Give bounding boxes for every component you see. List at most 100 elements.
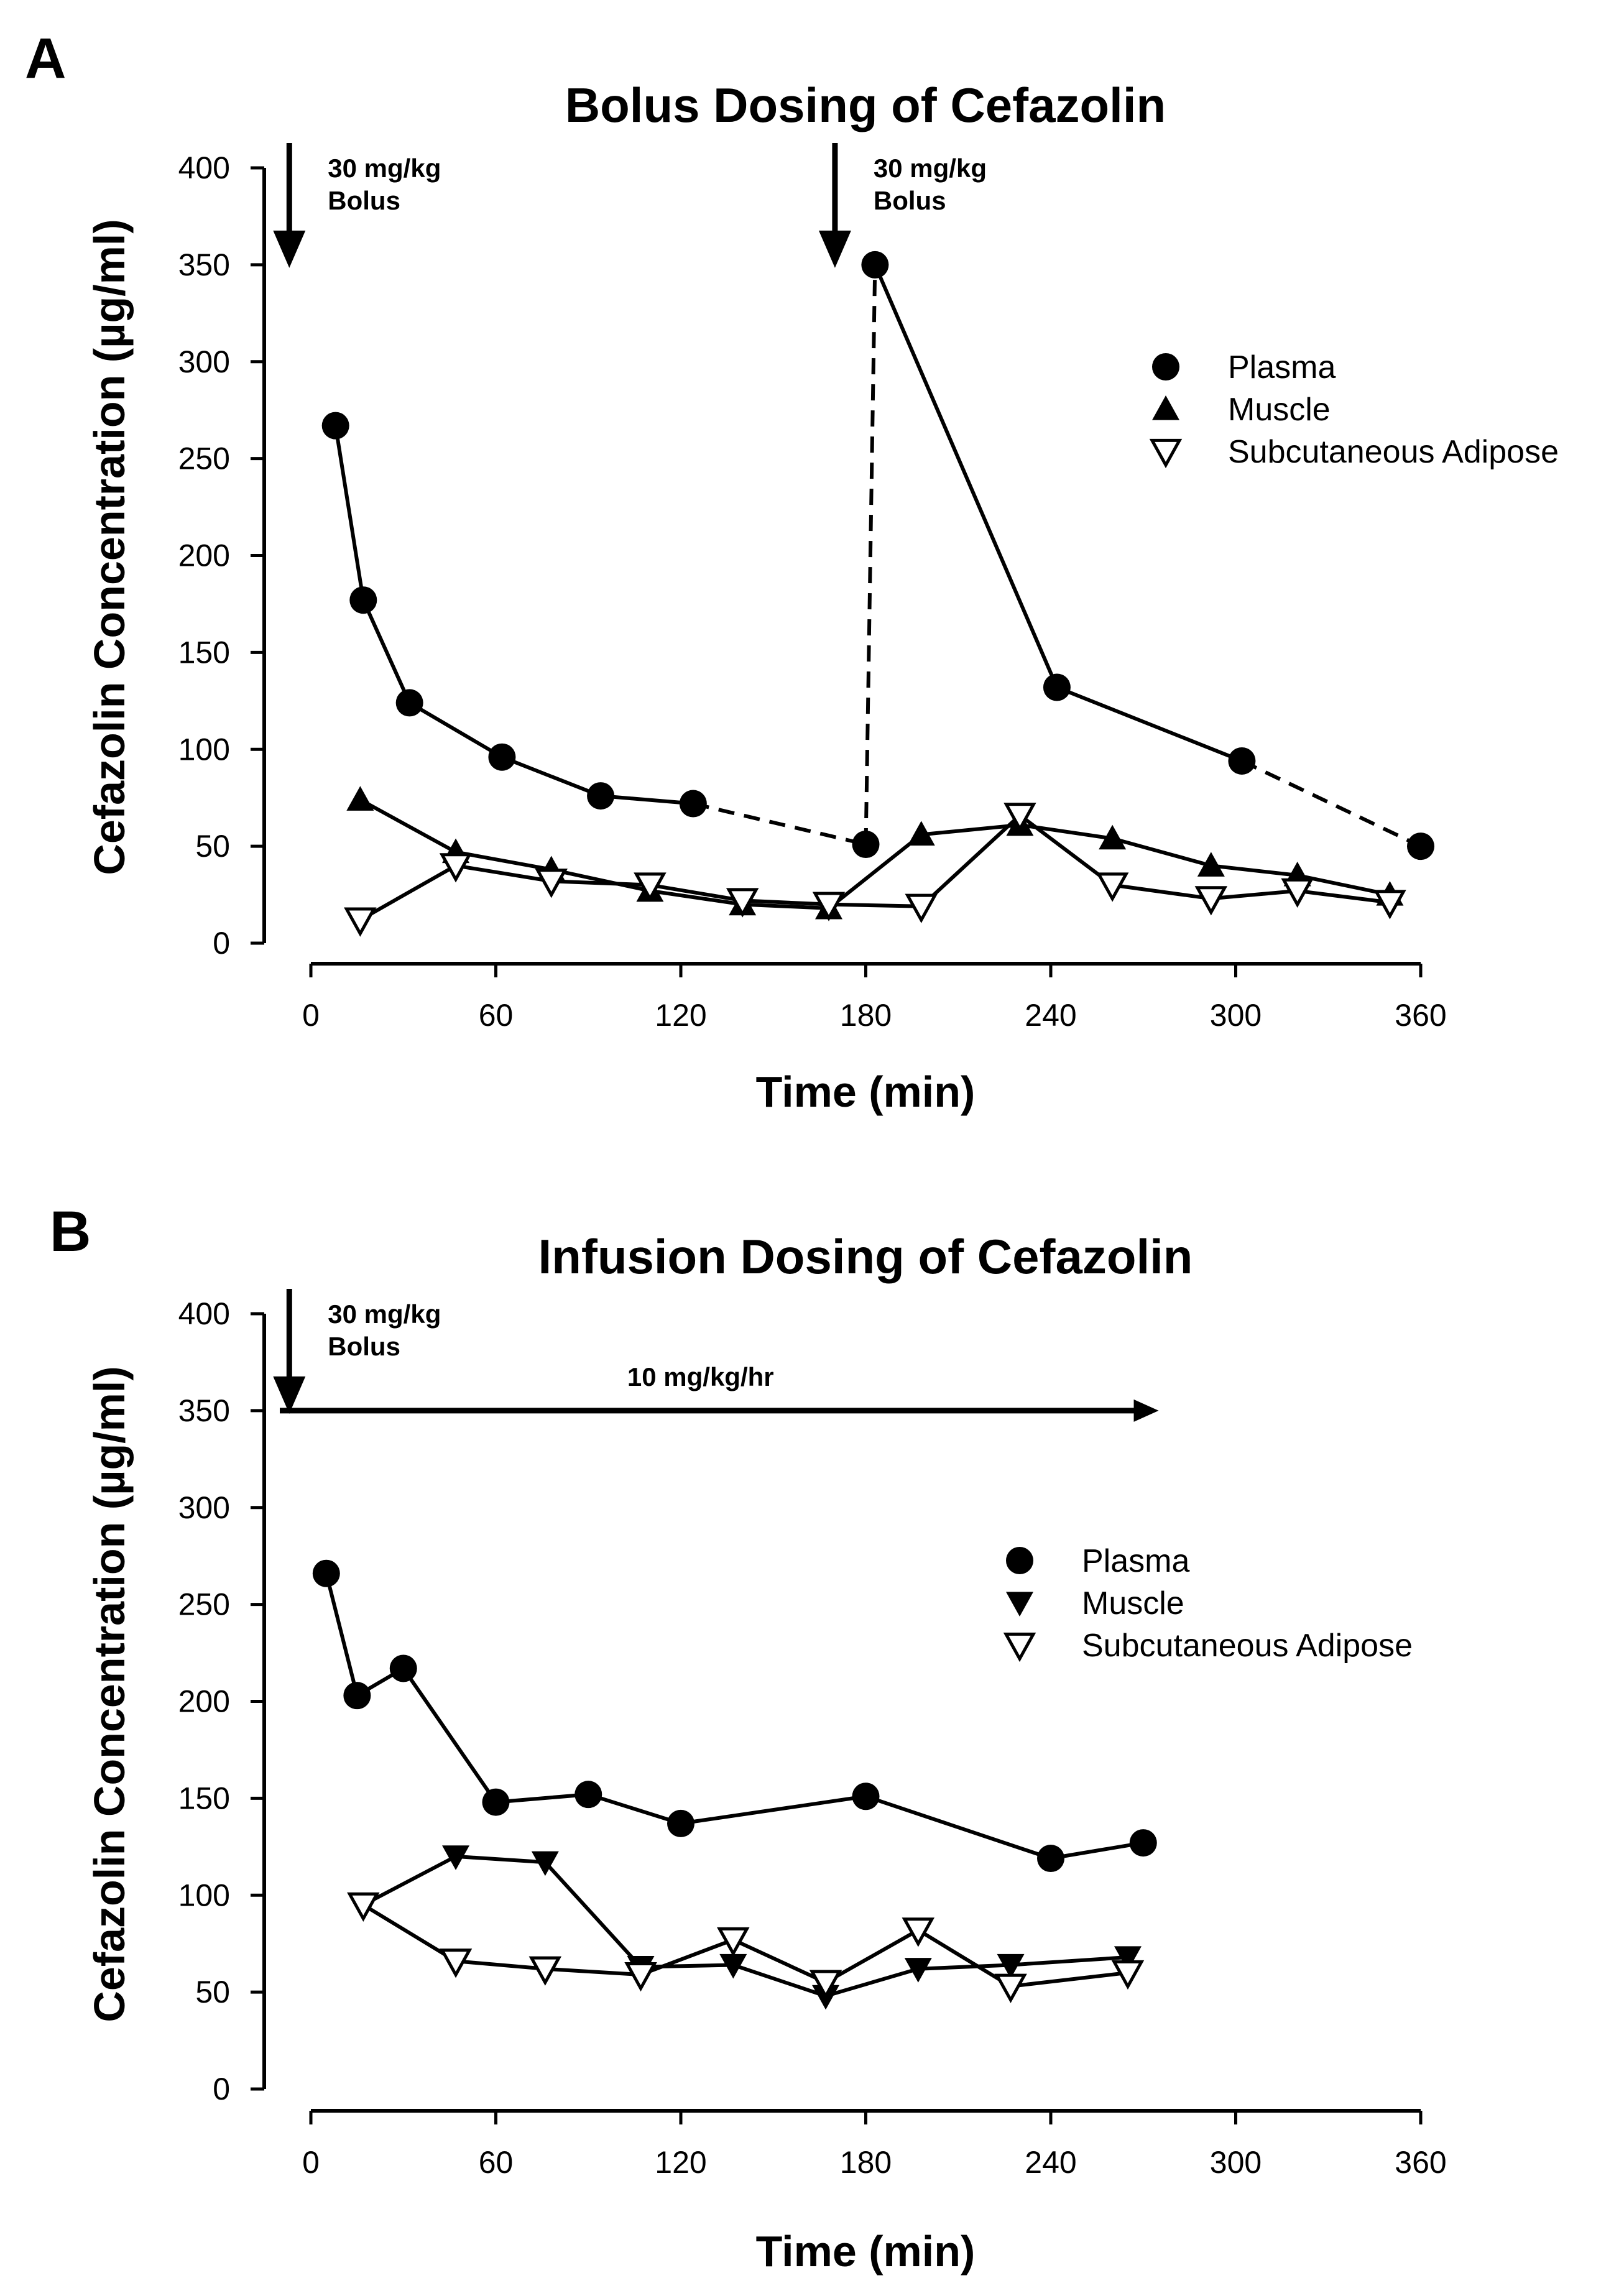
panel-a-x-tick-label: 240 bbox=[1025, 998, 1076, 1033]
panel-b-muscle-line-segment bbox=[362, 1855, 457, 1907]
panel-b-x-tick-label: 240 bbox=[1025, 2145, 1076, 2180]
panel-b-legend-subcutaneous-adipose-marker bbox=[1003, 1632, 1036, 1663]
panel-a-legend-subcutaneous-adipose-label: Subcutaneous Adipose bbox=[1228, 434, 1559, 470]
panel-b-y-axis-label: Cefazolin Concentration (µg/ml) bbox=[85, 1366, 134, 2022]
panel-b-plasma-point bbox=[389, 1654, 417, 1682]
panel-a-plot: 0 50 100 150 200 250 300 350 400 0 60 120 180 240 300 3… bbox=[178, 143, 1559, 1033]
panel-b-muscle-line-segment bbox=[825, 1967, 919, 1998]
panel-b-y-tick-label: 50 bbox=[195, 1975, 230, 2009]
panel-b-x-tick-label: 300 bbox=[1210, 2145, 1262, 2180]
panel-a-subcutaneous-adipose-line-segment bbox=[551, 879, 650, 887]
panel-b-subcutaneous-adipose-line-segment bbox=[1010, 1970, 1128, 1988]
panel-b-muscle-point bbox=[442, 1845, 470, 1870]
panel-b-plasma-point bbox=[1129, 1829, 1157, 1857]
panel-a-plasma-point bbox=[852, 831, 880, 859]
panel-a-label: A bbox=[25, 27, 66, 90]
panel-a-y-tick-label: 200 bbox=[178, 538, 230, 573]
panel-a-plasma-point bbox=[395, 689, 423, 717]
panel-a-y-tick-label: 300 bbox=[178, 344, 230, 379]
panel-a-plasma-point bbox=[349, 586, 377, 614]
panel-a-plasma-line-segment bbox=[693, 801, 867, 846]
panel-a-legend-muscle-label: Muscle bbox=[1228, 392, 1331, 428]
panel-a-subcutaneous-adipose-point bbox=[905, 893, 938, 923]
panel-a-y-tick-label: 100 bbox=[178, 732, 230, 767]
panel-a-plasma-line-segment bbox=[333, 425, 366, 601]
panel-b-subcutaneous-adipose-point bbox=[528, 1956, 562, 1986]
panel-a-plasma-point bbox=[1228, 747, 1256, 775]
panel-a-title: Bolus Dosing of Cefazolin bbox=[565, 78, 1166, 132]
panel-a-subcutaneous-adipose-point bbox=[1003, 803, 1036, 832]
panel-a-subcutaneous-adipose-point bbox=[535, 869, 568, 898]
panel-a-subcutaneous-adipose-point bbox=[726, 888, 759, 918]
panel-b-muscle-point bbox=[997, 1953, 1025, 1979]
panel-b-subcutaneous-adipose-line-segment bbox=[732, 1938, 827, 1985]
panel-a-muscle-point bbox=[1099, 824, 1127, 850]
panel-a-plasma-point bbox=[488, 743, 516, 771]
panel-b-x-tick-label: 120 bbox=[655, 2145, 706, 2180]
panel-a-x-tick-label: 120 bbox=[655, 998, 706, 1033]
panel-a-subcutaneous-adipose-line-segment bbox=[920, 814, 1022, 908]
panel-b-dose-annotation-line2: Bolus bbox=[328, 1332, 400, 1361]
panel-a-plasma-line-segment bbox=[501, 755, 602, 798]
panel-a-y-axis-label: Cefazolin Concentration (µg/ml) bbox=[85, 219, 134, 875]
panel-a-y-tick-label: 0 bbox=[213, 926, 230, 961]
panel-a-legend-plasma-label: Plasma bbox=[1228, 349, 1336, 385]
panel-b-subcutaneous-adipose-point bbox=[1111, 1960, 1145, 1990]
panel-a-y-tick-label: 350 bbox=[178, 247, 230, 282]
panel-a-subcutaneous-adipose-line-segment bbox=[828, 902, 921, 908]
panel-b-plasma-point bbox=[1037, 1845, 1064, 1873]
panel-b-x-tick-label: 60 bbox=[479, 2145, 514, 2180]
panel-a-subcutaneous-adipose-point bbox=[439, 853, 473, 883]
panel-a-muscle-line-segment bbox=[551, 867, 651, 893]
panel-a-muscle-line-segment bbox=[649, 888, 743, 906]
panel-a-subcutaneous-adipose-point bbox=[1096, 872, 1129, 902]
panel-b-subcutaneous-adipose-point bbox=[624, 1962, 657, 1992]
panel-a-legend-plasma-marker bbox=[1152, 353, 1179, 380]
panel-a-subcutaneous-adipose-point bbox=[1194, 886, 1228, 916]
panel-b-muscle-point bbox=[719, 1953, 747, 1979]
panel-b-plasma-point bbox=[312, 1559, 340, 1587]
panel-a-muscle-point bbox=[346, 786, 374, 811]
panel-a-plasma-line-segment bbox=[1056, 685, 1243, 763]
panel-b-plasma-line-segment bbox=[1050, 1841, 1144, 1860]
panel-a-subcutaneous-adipose-point bbox=[1373, 890, 1406, 920]
panel-a-y-tick-label: 400 bbox=[178, 150, 230, 185]
panel-a-plasma-point bbox=[861, 251, 889, 279]
panel-b-subcutaneous-adipose-line-segment bbox=[455, 1959, 546, 1971]
panel-a-y-tick-label: 250 bbox=[178, 441, 230, 476]
panel-a-x-tick-label: 60 bbox=[479, 998, 514, 1033]
panel-a-y-tick-label: 150 bbox=[178, 635, 230, 670]
panel-b-x-axis-label: Time (min) bbox=[756, 2227, 976, 2276]
panel-b-muscle-point bbox=[1114, 1946, 1142, 1972]
panel-b-y-tick-label: 250 bbox=[178, 1587, 230, 1622]
panel-a-subcutaneous-adipose-line-segment bbox=[742, 898, 829, 906]
panel-b-muscle-line-segment bbox=[543, 1861, 642, 1968]
panel-b-legend-muscle-marker bbox=[1006, 1592, 1033, 1617]
panel-a-dose-annotation-line2: Bolus bbox=[328, 186, 400, 215]
panel-a-subcutaneous-adipose-point bbox=[634, 872, 667, 902]
panel-b-y-tick-label: 200 bbox=[178, 1684, 230, 1719]
panel-b-y-tick-label: 0 bbox=[213, 2072, 230, 2106]
panel-a-muscle-point bbox=[1197, 852, 1225, 877]
panel-a-subcutaneous-adipose-line-segment bbox=[1112, 883, 1212, 901]
panel-a-dose-annotation-line1: 30 mg/kg bbox=[874, 154, 987, 183]
panel-b-plot: 0 50 100 150 200 250 300 350 400 0 60 120 180 240 300 3… bbox=[178, 1289, 1447, 2180]
panel-b-plasma-point bbox=[343, 1682, 371, 1710]
panel-a-subcutaneous-adipose-point bbox=[1281, 878, 1314, 908]
panel-a-subcutaneous-adipose-line-segment bbox=[1297, 888, 1390, 905]
panel-a-subcutaneous-adipose-point bbox=[812, 892, 846, 921]
panel-b-muscle-line-segment bbox=[732, 1963, 826, 1998]
panel-b-subcutaneous-adipose-point bbox=[439, 1949, 473, 1978]
panel-a-dose-annotation-line2: Bolus bbox=[874, 186, 946, 215]
panel-b-title: Infusion Dosing of Cefazolin bbox=[538, 1229, 1193, 1284]
panel-b-muscle-line-segment bbox=[1010, 1955, 1128, 1967]
panel-b-legend-muscle-label: Muscle bbox=[1082, 1585, 1184, 1621]
panel-a-plasma-line-segment bbox=[864, 264, 877, 845]
panel-a-legend-muscle-marker bbox=[1152, 395, 1179, 420]
panel-b-plasma-line-segment bbox=[402, 1667, 497, 1804]
panel-b-muscle-point bbox=[904, 1958, 932, 1983]
panel-b-plasma-line-segment bbox=[588, 1792, 681, 1825]
panel-a-dose-arrow-head bbox=[818, 230, 851, 268]
panel-b-dose-annotation-line1: 30 mg/kg bbox=[328, 1299, 441, 1329]
